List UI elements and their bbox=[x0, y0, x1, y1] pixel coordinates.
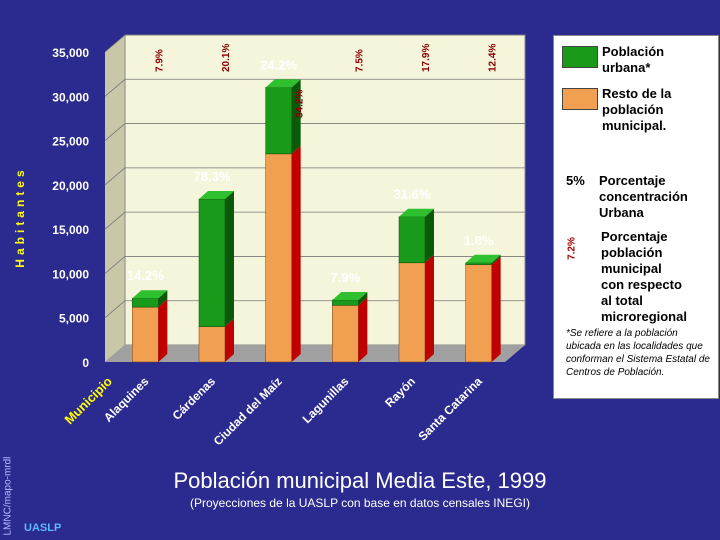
chart-subtitle: (Proyecciones de la UASLP con base en da… bbox=[190, 496, 530, 510]
bar-urban-side bbox=[425, 208, 434, 263]
legend-rest-label-3: municipal. bbox=[602, 118, 667, 133]
bar-urban bbox=[265, 87, 292, 155]
bar-urban-side bbox=[225, 191, 234, 327]
bar-top bbox=[199, 191, 234, 200]
y-tick-label: 0 bbox=[82, 356, 89, 370]
x-tick-label: Rayón bbox=[382, 374, 418, 410]
bar-urban-side bbox=[358, 292, 368, 306]
legend-rest-swatch bbox=[562, 88, 598, 110]
regional-pct-label: 20.1% bbox=[221, 44, 232, 72]
gridline-diagonal bbox=[104, 78, 126, 97]
bar-urban-side bbox=[291, 79, 301, 154]
plot-back-wall bbox=[124, 34, 526, 346]
legend-conc-3: Urbana bbox=[599, 205, 644, 220]
legend-conc-2: concentración bbox=[599, 189, 688, 204]
gridline-diagonal bbox=[104, 123, 126, 141]
bar-rest-side bbox=[291, 145, 301, 362]
bar-urban-side bbox=[158, 290, 168, 308]
x-tick-label: Cárdenas bbox=[170, 374, 219, 423]
chart-title: Población municipal Media Este, 1999 bbox=[173, 468, 547, 493]
legend-reg-5: al total bbox=[601, 293, 643, 308]
legend-reg-6: microregional bbox=[601, 309, 687, 324]
plot-side-wall bbox=[105, 35, 125, 362]
urban-pct-label: 24.2% bbox=[260, 57, 297, 72]
legend-reg-2: población bbox=[601, 245, 663, 260]
regional-pct-label: 17.9% bbox=[421, 44, 432, 72]
regional-pct-label: 7.9% bbox=[154, 49, 165, 72]
gridline-diagonal bbox=[104, 300, 126, 319]
regional-pct-label: 12.4% bbox=[488, 44, 499, 72]
y-tick-label: 35,000 bbox=[52, 46, 89, 60]
bar-top bbox=[265, 79, 301, 88]
urban-pct-label: 78.3% bbox=[194, 169, 231, 184]
gridline-diagonal bbox=[104, 211, 126, 230]
bar-top bbox=[465, 254, 501, 263]
y-tick-label: 30,000 bbox=[52, 90, 89, 104]
bar-urban bbox=[398, 216, 426, 264]
plot-floor bbox=[105, 345, 525, 362]
legend-reg-3: municipal bbox=[601, 261, 662, 276]
y-tick-label: 15,000 bbox=[52, 223, 89, 237]
bar-urban-side bbox=[491, 254, 501, 265]
urban-pct-label: 14.2% bbox=[127, 268, 164, 283]
bar-rest-side bbox=[491, 256, 501, 362]
bar-top bbox=[399, 208, 434, 217]
gridline-diagonal bbox=[104, 34, 126, 53]
gridline-diagonal bbox=[104, 256, 126, 274]
legend-reg-1: Porcentaje bbox=[601, 229, 668, 244]
bar-rest-side bbox=[425, 254, 434, 362]
legend-rest-label-2: población bbox=[602, 102, 664, 117]
urban-pct-label: 7.9% bbox=[331, 270, 361, 285]
y-tick-label: 5,000 bbox=[59, 312, 89, 326]
legend-reg-example: 7.2% bbox=[566, 237, 578, 260]
bar-rest-side bbox=[225, 318, 234, 362]
legend-urban-label-2: urbana* bbox=[602, 60, 651, 75]
bar-rest-side bbox=[358, 297, 368, 362]
bar-urban bbox=[198, 198, 226, 327]
bar-rest bbox=[198, 326, 226, 363]
bar-urban bbox=[132, 297, 159, 308]
y-tick-label: 25,000 bbox=[52, 135, 89, 149]
legend-conc-1: Porcentaje bbox=[599, 173, 666, 188]
legend-urban-label-1: Población bbox=[602, 44, 665, 59]
legend-urban-swatch bbox=[562, 46, 598, 68]
legend-pct-example: 5% bbox=[566, 173, 585, 188]
y-tick-label: 20,000 bbox=[52, 179, 89, 193]
bar-urban bbox=[465, 262, 492, 265]
bar-rest bbox=[265, 153, 292, 363]
x-tick-label: Ciudad del Maíz bbox=[211, 374, 285, 448]
legend-reg-4: con respecto bbox=[601, 277, 682, 292]
legend-rest-label-1: Resto de la bbox=[602, 86, 672, 101]
urban-pct-label: 31.6% bbox=[394, 187, 431, 202]
legend-note: *Se refiere a la población ubicada en la… bbox=[566, 328, 710, 378]
bar-rest bbox=[332, 305, 359, 363]
bar-top bbox=[132, 290, 168, 299]
bar-rest bbox=[132, 306, 159, 363]
bar-rest bbox=[465, 264, 492, 363]
bar-chart: 0 5,000 10,000 15,000 20,000 25,000 30,000 35,0… bbox=[52, 34, 526, 448]
urban-pct-label: 1.8% bbox=[464, 233, 494, 248]
gridline-diagonal bbox=[104, 167, 126, 186]
bar-urban bbox=[332, 299, 359, 306]
x-tick-label: Santa Catarina bbox=[415, 374, 485, 444]
credit-text: LMNC/mapo-mrdl bbox=[2, 456, 14, 536]
bar-rest bbox=[398, 262, 426, 363]
y-tick-label: 10,000 bbox=[52, 267, 89, 281]
bar-top bbox=[332, 292, 368, 300]
regional-pct-label: 7.5% bbox=[354, 49, 365, 72]
regional-pct-label: 34.2% bbox=[295, 90, 306, 118]
x-tick-label: Lagunillas bbox=[300, 374, 352, 426]
institution-label: UASLP bbox=[24, 522, 62, 534]
legend: Población urbana* Resto de la población … bbox=[553, 35, 719, 399]
bar-rest-side bbox=[158, 299, 168, 362]
